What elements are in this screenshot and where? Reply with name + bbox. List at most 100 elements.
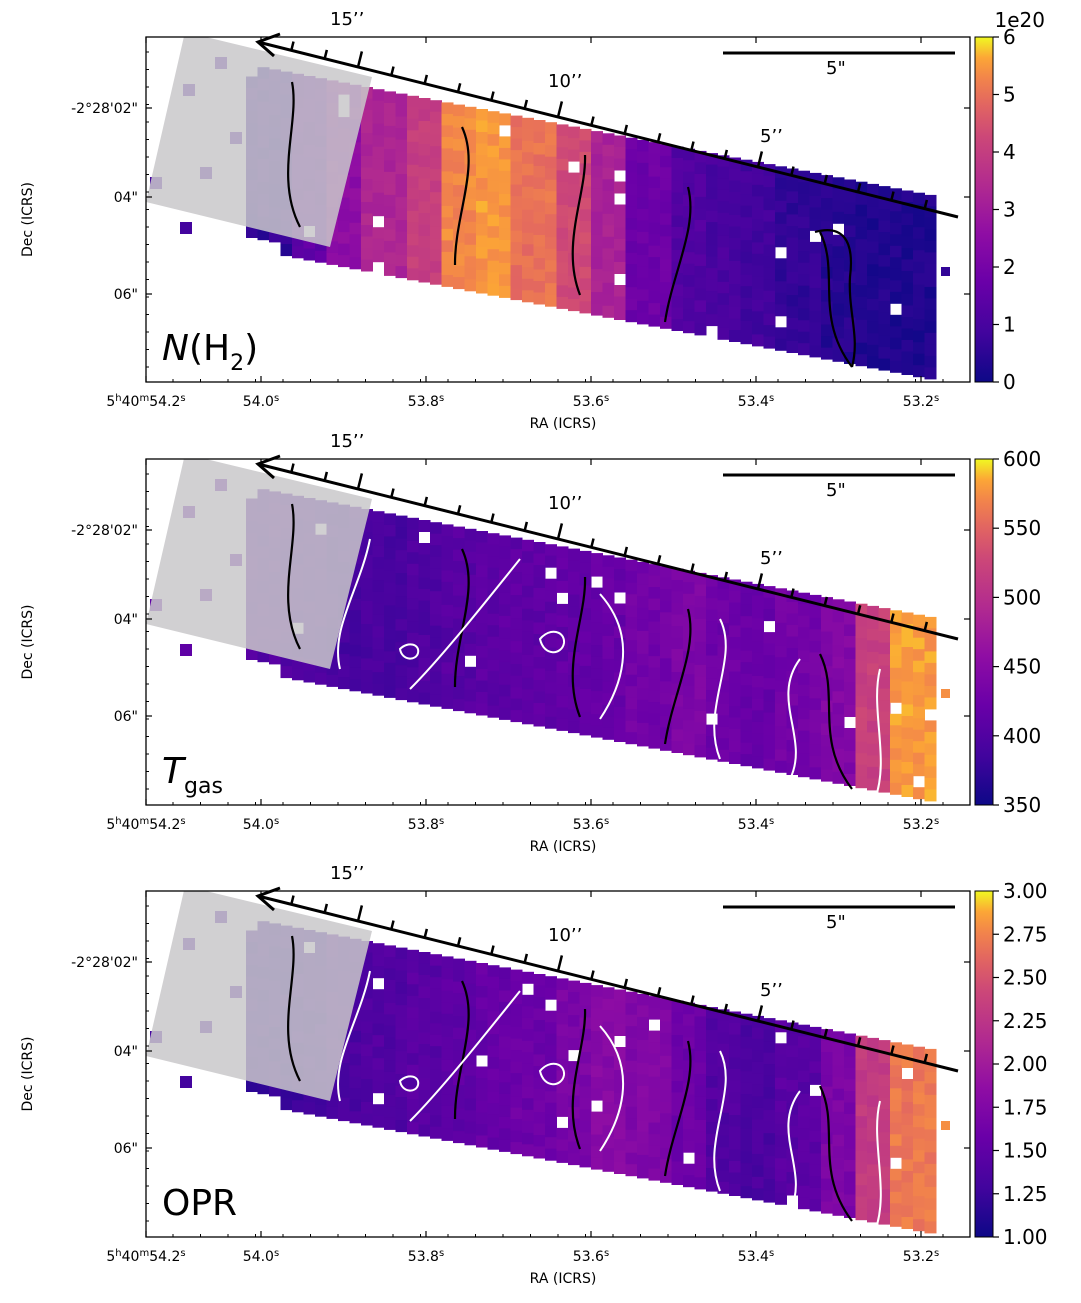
map-pixel xyxy=(602,1136,615,1149)
map-pixel xyxy=(602,133,615,146)
map-pixel xyxy=(326,674,339,687)
map-pixel xyxy=(614,147,626,159)
map-pixel xyxy=(752,618,764,631)
map-pixel xyxy=(821,1190,833,1203)
scale-bar-label: 5" xyxy=(826,480,846,501)
map-pixel xyxy=(464,118,477,131)
map-pixel xyxy=(855,1104,868,1117)
map-pixel xyxy=(832,633,845,646)
map-pixel xyxy=(602,294,615,307)
map-pixel xyxy=(533,1020,546,1032)
map-pixel xyxy=(913,1184,925,1197)
map-pixel xyxy=(407,552,419,565)
map-pixel xyxy=(901,1148,914,1160)
map-pixel xyxy=(591,165,603,178)
map-pixel xyxy=(775,645,787,658)
map-pixel xyxy=(591,303,603,316)
map-pixel xyxy=(913,296,925,309)
map-pixel xyxy=(821,347,833,360)
map-pixel xyxy=(671,637,684,650)
map-pixel xyxy=(303,1102,316,1115)
map-pixel xyxy=(809,345,822,358)
map-pixel xyxy=(430,1115,442,1128)
colorbar-tick-label: 450 xyxy=(1003,655,1041,679)
arc-label: 15’’ xyxy=(330,863,364,884)
map-pixel xyxy=(372,534,385,547)
map-pixel xyxy=(637,312,649,325)
map-pixel xyxy=(407,1053,419,1066)
map-pixel xyxy=(890,656,902,669)
map-pixel xyxy=(913,227,925,240)
map-pixel xyxy=(602,987,615,1000)
map-pixel xyxy=(878,186,891,199)
map-pixel xyxy=(694,1108,707,1121)
map-pixel xyxy=(855,250,868,263)
map-pixel xyxy=(637,266,649,279)
map-pixel xyxy=(671,1069,684,1082)
map-pixel xyxy=(487,1057,500,1070)
masked-region xyxy=(146,459,372,669)
map-pixel xyxy=(579,1120,592,1133)
map-pixel xyxy=(694,1016,707,1029)
map-pixel xyxy=(499,1116,511,1129)
map-pixel xyxy=(878,608,891,621)
map-pixel xyxy=(878,209,891,222)
map-pixel xyxy=(441,1128,454,1141)
map-pixel xyxy=(591,599,603,612)
map-pixel xyxy=(752,756,764,769)
map-pixel xyxy=(453,526,465,539)
map-pixel xyxy=(740,731,753,744)
y-tick-label: 04" xyxy=(114,1044,138,1060)
map-pixel xyxy=(867,1141,879,1154)
map-pixel xyxy=(671,227,684,239)
arc-minor-tick xyxy=(490,945,495,955)
map-pixel xyxy=(763,1144,776,1157)
map-pixel xyxy=(683,1106,695,1119)
map-pixel xyxy=(372,123,385,136)
map-pixel xyxy=(464,129,477,142)
map-pixel xyxy=(775,1066,787,1079)
map-pixel xyxy=(338,677,350,690)
map-pixel xyxy=(591,553,603,566)
map-pixel xyxy=(637,1131,649,1144)
map-pixel xyxy=(729,671,741,684)
map-pixel xyxy=(924,286,937,299)
map-pixel xyxy=(717,611,730,624)
map-pixel xyxy=(637,711,649,724)
map-pixel xyxy=(441,1048,454,1061)
y-tick-label: 04" xyxy=(114,612,138,628)
map-pixel xyxy=(522,140,534,153)
map-pixel xyxy=(648,1088,661,1101)
map-pixel xyxy=(361,589,373,602)
map-pixel xyxy=(901,1194,914,1206)
map-pixel xyxy=(349,667,362,680)
map-pixel xyxy=(637,174,649,187)
map-pixel xyxy=(510,288,523,301)
map-pixel xyxy=(499,673,511,686)
map-pixel xyxy=(361,213,373,226)
map-pixel xyxy=(499,615,511,628)
map-pixel xyxy=(395,607,408,620)
map-pixel xyxy=(533,269,546,282)
map-pixel xyxy=(706,690,718,703)
map-pixel xyxy=(522,1052,534,1065)
map-pixel xyxy=(648,1065,661,1078)
map-pixel xyxy=(407,233,419,246)
x-tick-label: 53.4s xyxy=(738,1248,774,1266)
map-pixel xyxy=(602,179,615,192)
map-pixel xyxy=(418,190,431,202)
map-pixel xyxy=(855,331,868,344)
map-pixel xyxy=(407,632,419,645)
map-pixel xyxy=(694,1096,707,1109)
map-pixel xyxy=(694,710,707,723)
map-pixel xyxy=(752,288,764,301)
map-pixel xyxy=(867,1152,879,1165)
map-pixel xyxy=(487,111,500,124)
map-pixel xyxy=(752,1153,764,1166)
map-pixel xyxy=(786,636,799,649)
map-pixel xyxy=(349,176,362,189)
map-pixel xyxy=(533,189,546,201)
map-pixel xyxy=(441,205,454,218)
map-pixel xyxy=(430,1080,442,1093)
map-pixel xyxy=(464,960,477,973)
